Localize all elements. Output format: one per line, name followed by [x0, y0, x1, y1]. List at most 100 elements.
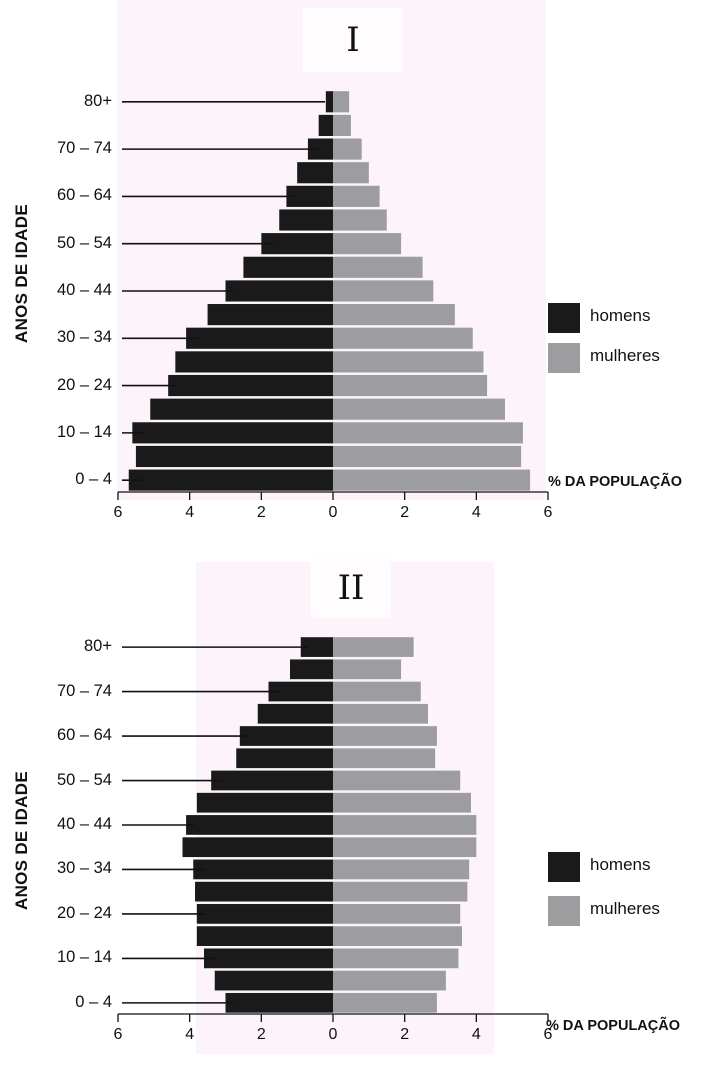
pyramid-chart: 6 4 2 0 2 4 6 [114, 637, 553, 1043]
bar-men [211, 770, 333, 791]
x-tick-label: 2 [400, 1026, 409, 1043]
bar-men [196, 904, 333, 924]
bar-women [333, 304, 455, 326]
bar-men [175, 351, 333, 373]
bar-women [333, 374, 488, 397]
bar-women [333, 748, 436, 769]
x-tick-label: 2 [257, 504, 266, 521]
bar-men [257, 703, 333, 724]
bar-women [333, 422, 523, 444]
bar-women [333, 726, 437, 746]
bar-women [333, 233, 402, 255]
age-tick-label: 40 – 44 [56, 815, 112, 833]
age-tick-label: 30 – 34 [56, 859, 112, 878]
age-tick-label: 60 – 64 [56, 186, 112, 205]
x-tick-label: 0 [329, 504, 338, 521]
bar-women [333, 469, 531, 491]
age-tick-label: 70 – 74 [56, 139, 112, 158]
legend-swatch-men [548, 852, 580, 882]
bar-women [333, 948, 459, 969]
bar-women [333, 681, 421, 702]
x-tick-label: 4 [185, 1026, 194, 1043]
legend-swatch-women [548, 343, 580, 373]
legend-label-women: mulheres [590, 899, 660, 918]
bar-men [196, 926, 333, 946]
bar-men [186, 327, 333, 349]
legend-item-women: mulheres [548, 896, 705, 930]
bar-men [128, 469, 333, 491]
bar-men [193, 859, 333, 880]
age-tick-label: 20 – 24 [56, 375, 112, 394]
legend-item-men: homens [548, 303, 705, 337]
bar-men [325, 91, 333, 113]
bar-men [225, 280, 333, 302]
bar-women [333, 881, 468, 902]
x-tick-label: 6 [114, 504, 123, 521]
x-tick-label: 0 [329, 1026, 338, 1043]
bar-women [333, 926, 462, 946]
pyramid-chart: 6 4 2 0 2 4 6 [114, 91, 553, 521]
legend-label-men: homens [590, 855, 651, 874]
age-tick-label: 40 – 44 [56, 281, 112, 299]
chart-title: I [303, 8, 403, 72]
legend-item-men: homens [548, 852, 705, 886]
bar-men [236, 748, 333, 769]
bar-men [243, 256, 333, 278]
bar-men [135, 445, 333, 468]
bar-men [286, 185, 333, 207]
bar-men [318, 114, 333, 136]
chart-title: II [311, 558, 391, 618]
legend-label-women: mulheres [590, 346, 660, 365]
bar-women [333, 280, 434, 302]
bar-women [333, 970, 446, 991]
bar-men [204, 948, 333, 969]
x-tick-label: 6 [544, 1026, 553, 1043]
x-tick-label: 4 [472, 1026, 481, 1043]
bar-women [333, 351, 484, 373]
bar-women [333, 209, 387, 231]
age-tick-label: 50 – 54 [56, 770, 112, 789]
bar-women [333, 992, 437, 1013]
legend-swatch-women [548, 896, 580, 926]
bar-men [268, 681, 333, 702]
bar-women [333, 637, 414, 657]
bar-men [300, 637, 333, 657]
bar-women [333, 138, 362, 160]
x-tick-label: 2 [257, 1026, 266, 1043]
bar-women [333, 398, 505, 420]
x-tick-label: 6 [544, 504, 553, 521]
bar-women [333, 703, 428, 724]
bar-men [225, 992, 333, 1013]
bar-women [333, 815, 477, 835]
bar-men [195, 881, 333, 902]
bar-men [279, 209, 333, 231]
bar-women [333, 659, 402, 680]
age-tick-label: 10 – 14 [56, 422, 112, 441]
age-tick-label: 30 – 34 [56, 328, 112, 347]
bar-women [333, 114, 351, 136]
age-tick-label: 80+ [84, 91, 112, 110]
bar-women [333, 185, 380, 207]
legend-swatch-men [548, 303, 580, 333]
bar-women [333, 770, 461, 791]
legend-item-women: mulheres [548, 343, 705, 377]
bar-women [333, 859, 470, 880]
bar-women [333, 327, 473, 349]
bar-men [214, 970, 333, 991]
bar-men [297, 162, 333, 184]
legend-label-men: homens [590, 306, 651, 325]
x-tick-label: 4 [185, 504, 194, 521]
x-axis-title: % DA POPULAÇÃO [546, 1018, 680, 1034]
bar-men [182, 837, 333, 858]
bar-men [239, 726, 333, 746]
x-tick-label: 2 [400, 504, 409, 521]
age-tick-label: 60 – 64 [56, 726, 112, 745]
age-tick-label: 0 – 4 [75, 470, 112, 489]
bar-men [186, 815, 333, 835]
bar-men [150, 398, 333, 420]
bar-men [290, 659, 333, 680]
bar-women [333, 256, 423, 278]
age-tick-label: 80+ [84, 637, 112, 656]
